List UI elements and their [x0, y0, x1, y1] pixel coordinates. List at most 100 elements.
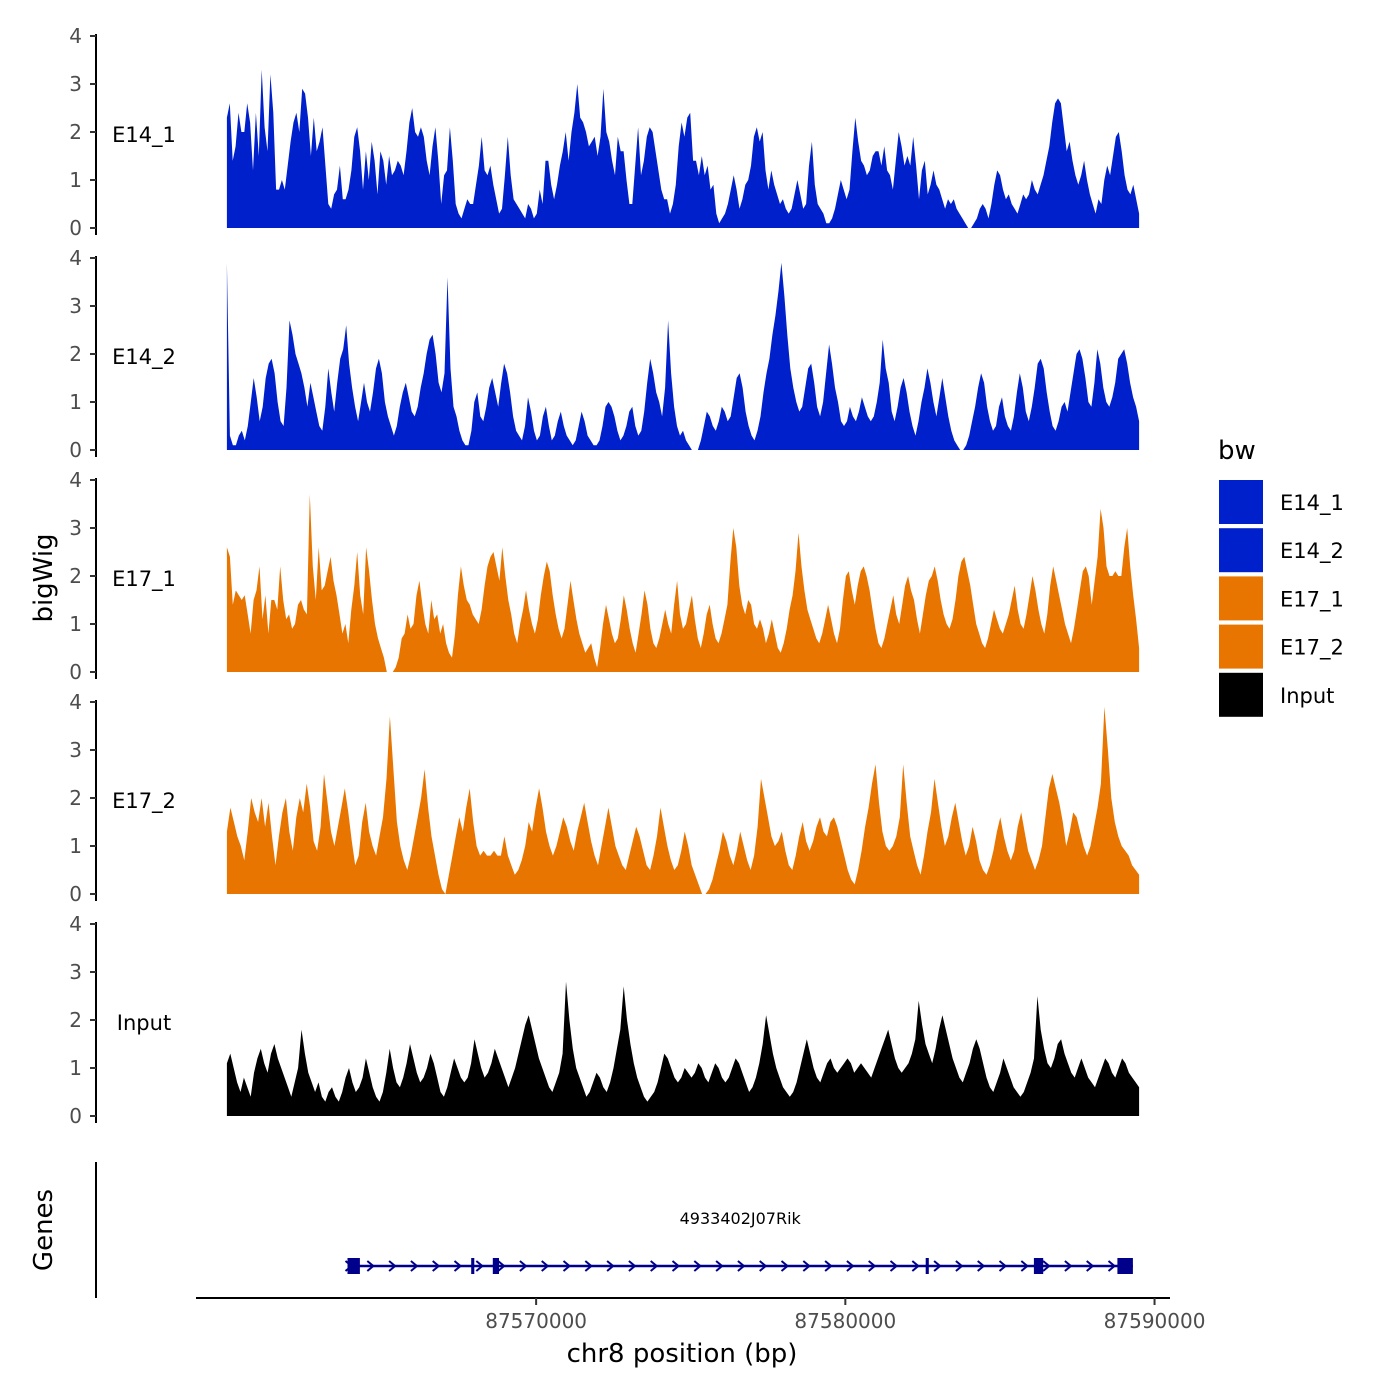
strand-arrow	[1042, 1260, 1051, 1272]
gene-exon	[1033, 1258, 1044, 1274]
y-tick-label: 1	[69, 390, 82, 414]
y-tick-label: 3	[69, 294, 82, 318]
y-tick-label: 4	[69, 246, 82, 270]
strand-arrow	[541, 1260, 550, 1272]
strand-arrow	[432, 1260, 441, 1272]
signal-area-E14_2	[226, 262, 1140, 450]
strand-arrow	[366, 1260, 375, 1272]
strand-arrow	[737, 1260, 746, 1272]
signal-area-E14_1	[226, 69, 1140, 228]
track-E14_1: 0 1 2 3 4 E14_1	[69, 24, 1140, 240]
strand-arrow	[802, 1260, 811, 1272]
legend-swatch-E14_2	[1219, 528, 1263, 573]
track-label: E14_1	[112, 123, 176, 148]
y-tick-label: 2	[69, 1008, 82, 1032]
y-tick-label: 3	[69, 960, 82, 984]
y-tick-label: 4	[69, 24, 82, 48]
strand-arrow	[1107, 1260, 1117, 1272]
gene-model	[344, 1258, 1133, 1274]
legend-label: E17_2	[1280, 636, 1344, 661]
track-E17_2: 0 1 2 3 4 E17_2	[69, 690, 1140, 906]
strand-arrow	[650, 1260, 659, 1272]
signal-area-E17_1	[226, 494, 1140, 672]
strand-arrow	[955, 1260, 964, 1272]
y-tick-label: 2	[69, 120, 82, 144]
y-tick-label: 0	[69, 216, 82, 240]
gene-name-label: 4933402J07Rik	[680, 1209, 802, 1228]
x-axis-title: chr8 position (bp)	[567, 1339, 798, 1369]
x-tick-label: 87570000	[485, 1309, 587, 1333]
track-panels: 0 1 2 3 4 E14_1 0 1 2 3 4 E14_2 0 1 2 3 4 E17_1 0 1 2 3 4 E17_2…	[69, 24, 1140, 1128]
legend-swatch-E17_2	[1219, 624, 1263, 669]
strand-arrow	[693, 1260, 702, 1272]
strand-arrow	[1064, 1260, 1073, 1272]
x-axis: 87570000 87580000 87590000 chr8 position (…	[196, 1297, 1206, 1369]
legend-label: E14_2	[1280, 539, 1344, 564]
strand-arrow	[584, 1260, 593, 1272]
strand-arrow	[889, 1260, 899, 1272]
strand-arrow	[868, 1260, 877, 1272]
y-tick-label: 4	[69, 912, 82, 936]
legend: bw E14_1 E14_2 E17_1 E17_2 Input	[1218, 436, 1344, 717]
strand-arrow	[475, 1260, 484, 1272]
strand-arrow	[780, 1260, 790, 1272]
strand-arrow	[519, 1260, 528, 1272]
strand-arrow	[715, 1260, 724, 1272]
y-tick-label: 0	[69, 660, 82, 684]
y-tick-label: 4	[69, 690, 82, 714]
y-tick-label: 3	[69, 738, 82, 762]
y-tick-label: 2	[69, 786, 82, 810]
legend-label: E14_1	[1280, 491, 1344, 516]
track-label: E17_2	[112, 789, 176, 814]
x-tick-label: 87580000	[794, 1309, 896, 1333]
x-tick-label: 87590000	[1104, 1309, 1206, 1333]
y-tick-label: 1	[69, 1056, 82, 1080]
y-tick-label: 0	[69, 1104, 82, 1128]
strand-arrow	[1086, 1260, 1095, 1272]
legend-title: bw	[1218, 436, 1256, 466]
signal-area-Input	[226, 981, 1140, 1116]
strand-arrow	[410, 1260, 419, 1272]
legend-label: E17_1	[1280, 587, 1344, 612]
gene-panel-title: Genes	[29, 1189, 59, 1271]
gene-exon	[925, 1258, 929, 1274]
strand-arrow	[933, 1260, 942, 1272]
track-label: E17_1	[112, 567, 176, 592]
strand-arrow	[497, 1260, 506, 1272]
y-tick-label: 3	[69, 72, 82, 96]
strand-arrow	[1020, 1260, 1029, 1272]
strand-arrow	[453, 1260, 463, 1272]
strand-arrow	[388, 1260, 397, 1272]
y-tick-label: 0	[69, 438, 82, 462]
strand-arrow	[562, 1260, 572, 1272]
y-tick-label: 3	[69, 516, 82, 540]
strand-arrow	[628, 1260, 637, 1272]
strand-arrow	[977, 1260, 986, 1272]
y-tick-label: 4	[69, 468, 82, 492]
strand-arrow	[759, 1260, 768, 1272]
gene-exon	[1117, 1258, 1133, 1274]
legend-swatch-Input	[1219, 672, 1263, 717]
y-axis-title: bigWig	[29, 533, 59, 622]
gene-panel: Genes 4933402J07Rik	[29, 1162, 1133, 1298]
strand-arrow	[671, 1260, 681, 1272]
strand-arrow	[606, 1260, 615, 1272]
gene-exon	[347, 1258, 360, 1274]
legend-label: Input	[1280, 684, 1334, 708]
strand-arrow	[824, 1260, 833, 1272]
track-E17_1: 0 1 2 3 4 E17_1	[69, 468, 1140, 684]
strand-arrow	[911, 1260, 920, 1272]
y-tick-label: 1	[69, 834, 82, 858]
legend-swatch-E14_1	[1219, 480, 1263, 524]
strand-arrow	[846, 1260, 855, 1272]
track-E14_2: 0 1 2 3 4 E14_2	[69, 246, 1140, 462]
gene-exon	[492, 1258, 499, 1274]
gene-exon	[471, 1258, 475, 1274]
y-tick-label: 1	[69, 612, 82, 636]
track-label: E14_2	[112, 345, 176, 370]
y-tick-label: 0	[69, 882, 82, 906]
y-tick-label: 2	[69, 342, 82, 366]
y-tick-label: 2	[69, 564, 82, 588]
track-label: Input	[117, 1011, 171, 1035]
